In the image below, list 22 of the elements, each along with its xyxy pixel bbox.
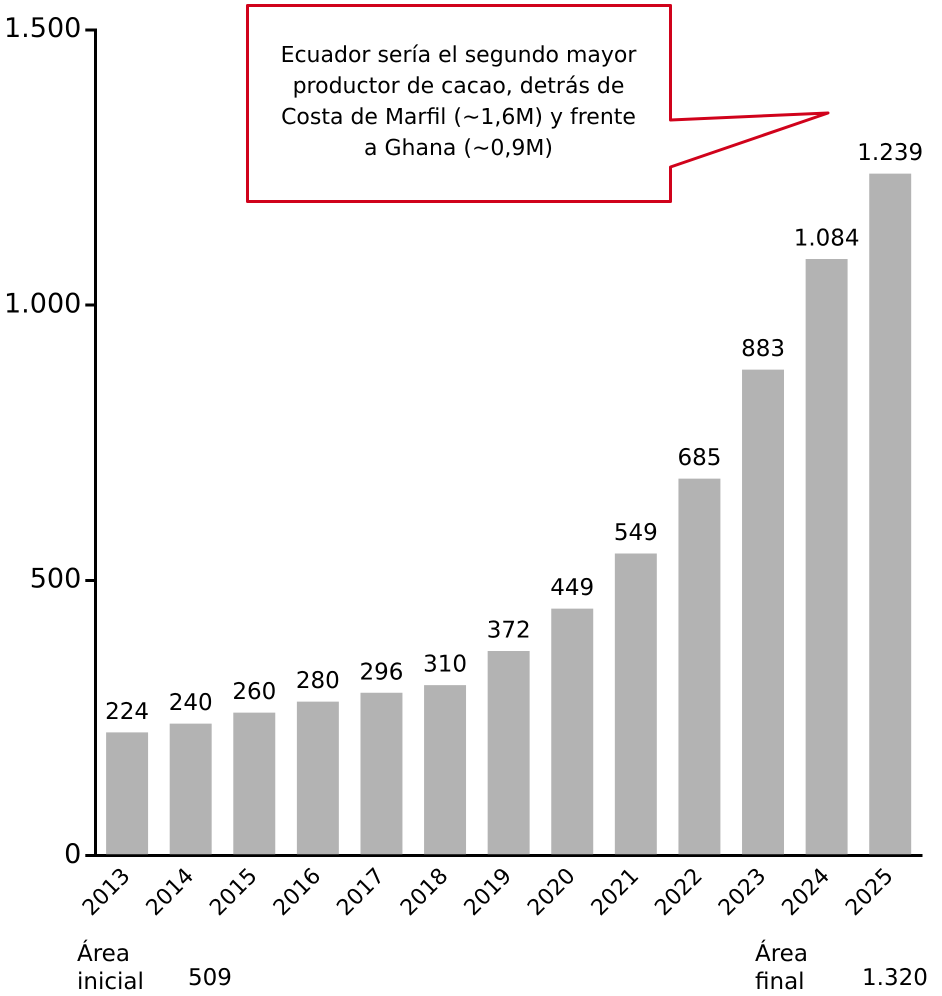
annotation: Ecuador sería el segundo mayor productor de cacao, detrás de Costa de Marfil (~1,6M) y frente a Ghana (~0,9M): [280, 42, 638, 163]
text: 1.320: [862, 964, 928, 992]
y-tick-label: 0: [64, 838, 82, 870]
text: 509: [188, 964, 232, 992]
data-label: 883: [741, 336, 785, 362]
data-label: 1.239: [857, 140, 924, 166]
text: Área inicial: [77, 940, 145, 996]
data-label: 372: [486, 617, 531, 644]
data-label: 240: [168, 690, 213, 716]
y-tick-label: 1.500: [4, 13, 82, 44]
data-label: 280: [296, 668, 340, 694]
data-label: 310: [423, 652, 468, 678]
y-tick-label: 500: [30, 564, 82, 595]
data-label: 260: [232, 679, 276, 706]
data-label: 549: [614, 520, 658, 546]
data-label: 449: [550, 575, 594, 602]
data-label: 685: [677, 445, 722, 472]
text: Área final: [755, 940, 809, 996]
data-label: 1.084: [794, 225, 860, 252]
data-label: 224: [105, 698, 150, 725]
data-label: 296: [360, 659, 404, 686]
y-tick-label: 1.000: [4, 288, 82, 320]
